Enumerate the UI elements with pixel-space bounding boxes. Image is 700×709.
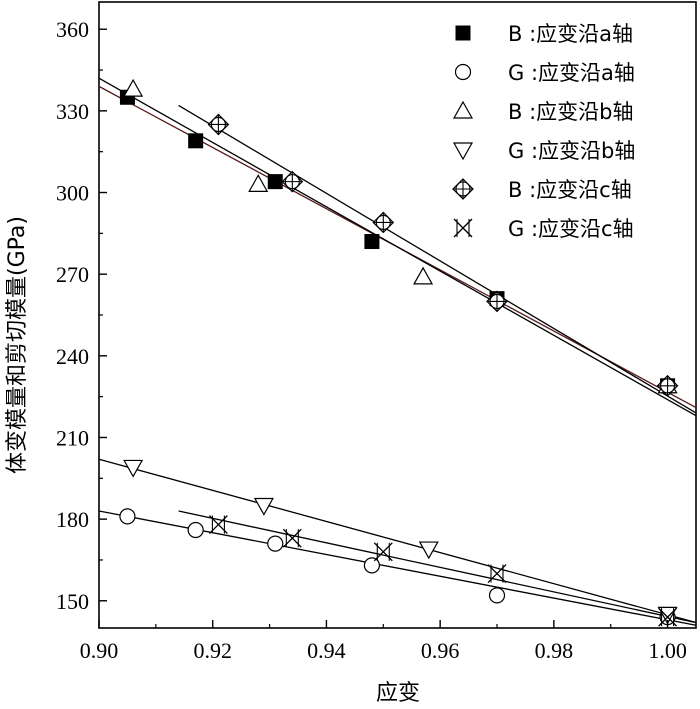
y-tick-label: 270 bbox=[56, 262, 89, 287]
triangle-down-mark bbox=[253, 497, 274, 516]
circle-mark bbox=[267, 535, 284, 552]
data-point bbox=[486, 290, 508, 313]
legend-marker bbox=[454, 63, 472, 81]
fit-line bbox=[98, 77, 697, 417]
data-point bbox=[281, 170, 304, 193]
legend-marker bbox=[452, 142, 474, 161]
plot-frame bbox=[98, 1, 697, 629]
triangle-up-mark bbox=[123, 78, 144, 97]
data-point bbox=[253, 497, 274, 516]
y-tick-label: 210 bbox=[56, 425, 89, 450]
data-point bbox=[119, 508, 136, 525]
legend-label: G :应变沿b轴 bbox=[508, 139, 635, 163]
triangle-up-mark bbox=[452, 100, 474, 119]
data-point bbox=[418, 541, 439, 560]
data-point bbox=[364, 234, 380, 250]
legend-marker bbox=[452, 178, 474, 200]
legend-label: B :应变沿b轴 bbox=[508, 100, 634, 124]
data-point bbox=[248, 174, 269, 192]
data-point bbox=[658, 607, 678, 627]
square-mark bbox=[267, 174, 283, 190]
y-tick-label: 360 bbox=[56, 17, 89, 42]
y-tick-label: 180 bbox=[56, 507, 89, 532]
x-tick-label: 0.96 bbox=[421, 638, 460, 663]
circle-mark bbox=[363, 557, 381, 574]
x-axis-title: 应变 bbox=[376, 681, 420, 706]
triangle-down-mark bbox=[418, 541, 439, 560]
circle-mark bbox=[488, 587, 506, 604]
data-point bbox=[413, 266, 434, 285]
data-point bbox=[656, 374, 679, 397]
data-point bbox=[363, 557, 381, 574]
data-point bbox=[267, 535, 284, 552]
legend-marker bbox=[455, 25, 471, 41]
x-tick-label: 0.94 bbox=[307, 638, 346, 663]
triangle-up-mark bbox=[248, 174, 269, 192]
data-point bbox=[282, 528, 302, 548]
data-point bbox=[657, 606, 678, 625]
triangle-down-mark bbox=[657, 606, 678, 625]
data-point bbox=[208, 515, 228, 535]
legend-label: G :应变沿c轴 bbox=[508, 217, 634, 241]
x-tick-label: 0.90 bbox=[80, 638, 119, 663]
fit-line bbox=[178, 510, 697, 624]
square-mark bbox=[455, 25, 471, 41]
square-mark bbox=[364, 234, 380, 250]
legend-marker bbox=[452, 100, 474, 119]
circle-mark bbox=[187, 521, 204, 539]
legend-label: G :应变沿a轴 bbox=[508, 61, 635, 85]
triangle-up-mark bbox=[413, 266, 434, 285]
data-point bbox=[207, 113, 230, 136]
data-point bbox=[267, 174, 283, 190]
data-point bbox=[372, 211, 395, 234]
data-point bbox=[488, 587, 506, 604]
data-point bbox=[123, 78, 144, 97]
x-tick-label: 0.98 bbox=[535, 638, 574, 663]
data-point bbox=[487, 564, 507, 584]
square-mark bbox=[188, 133, 204, 149]
y-axis-title: 体变模量和剪切模量(GPa) bbox=[5, 216, 30, 474]
x-tick-label: 1.00 bbox=[648, 638, 687, 663]
data-point bbox=[187, 521, 204, 539]
y-tick-label: 330 bbox=[56, 99, 89, 124]
circle-mark bbox=[454, 63, 472, 81]
circle-mark bbox=[119, 508, 136, 525]
y-tick-label: 300 bbox=[56, 181, 89, 206]
fit-line bbox=[98, 458, 697, 624]
data-point bbox=[373, 542, 393, 562]
legend-label: B :应变沿a轴 bbox=[508, 22, 633, 46]
y-tick-label: 150 bbox=[56, 589, 89, 614]
y-tick-label: 240 bbox=[56, 344, 89, 369]
legend-label: B :应变沿c轴 bbox=[508, 178, 632, 202]
legend-marker bbox=[453, 218, 473, 238]
triangle-down-mark bbox=[123, 459, 144, 478]
data-point bbox=[123, 459, 144, 478]
data-point bbox=[188, 133, 204, 149]
triangle-down-mark bbox=[452, 142, 474, 161]
x-tick-label: 0.92 bbox=[193, 638, 232, 663]
fit-line bbox=[178, 104, 697, 414]
